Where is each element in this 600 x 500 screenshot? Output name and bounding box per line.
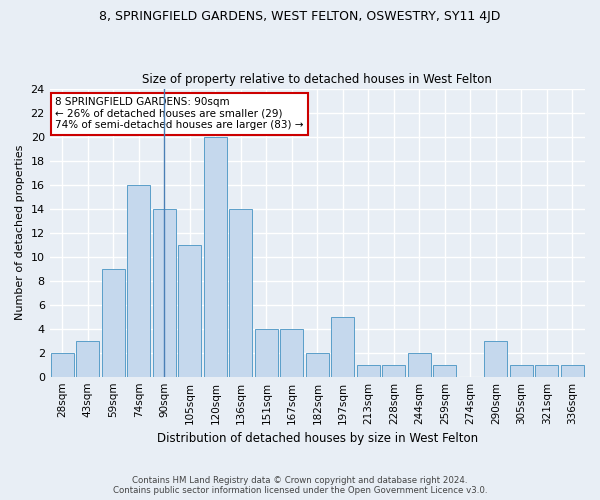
Text: Contains HM Land Registry data © Crown copyright and database right 2024.
Contai: Contains HM Land Registry data © Crown c…: [113, 476, 487, 495]
Text: 8 SPRINGFIELD GARDENS: 90sqm
← 26% of detached houses are smaller (29)
74% of se: 8 SPRINGFIELD GARDENS: 90sqm ← 26% of de…: [55, 97, 304, 130]
Bar: [561, 364, 584, 376]
Bar: [306, 352, 329, 376]
Bar: [408, 352, 431, 376]
Bar: [76, 340, 100, 376]
Bar: [331, 316, 354, 376]
Bar: [255, 328, 278, 376]
Text: 8, SPRINGFIELD GARDENS, WEST FELTON, OSWESTRY, SY11 4JD: 8, SPRINGFIELD GARDENS, WEST FELTON, OSW…: [100, 10, 500, 23]
Bar: [229, 208, 253, 376]
Bar: [433, 364, 456, 376]
Bar: [127, 184, 151, 376]
Bar: [484, 340, 507, 376]
Y-axis label: Number of detached properties: Number of detached properties: [15, 145, 25, 320]
Bar: [204, 136, 227, 376]
Bar: [382, 364, 405, 376]
Bar: [102, 268, 125, 376]
Bar: [153, 208, 176, 376]
Bar: [357, 364, 380, 376]
Bar: [178, 244, 202, 376]
Bar: [535, 364, 558, 376]
Bar: [510, 364, 533, 376]
Title: Size of property relative to detached houses in West Felton: Size of property relative to detached ho…: [142, 73, 492, 86]
Bar: [51, 352, 74, 376]
Bar: [280, 328, 304, 376]
X-axis label: Distribution of detached houses by size in West Felton: Distribution of detached houses by size …: [157, 432, 478, 445]
